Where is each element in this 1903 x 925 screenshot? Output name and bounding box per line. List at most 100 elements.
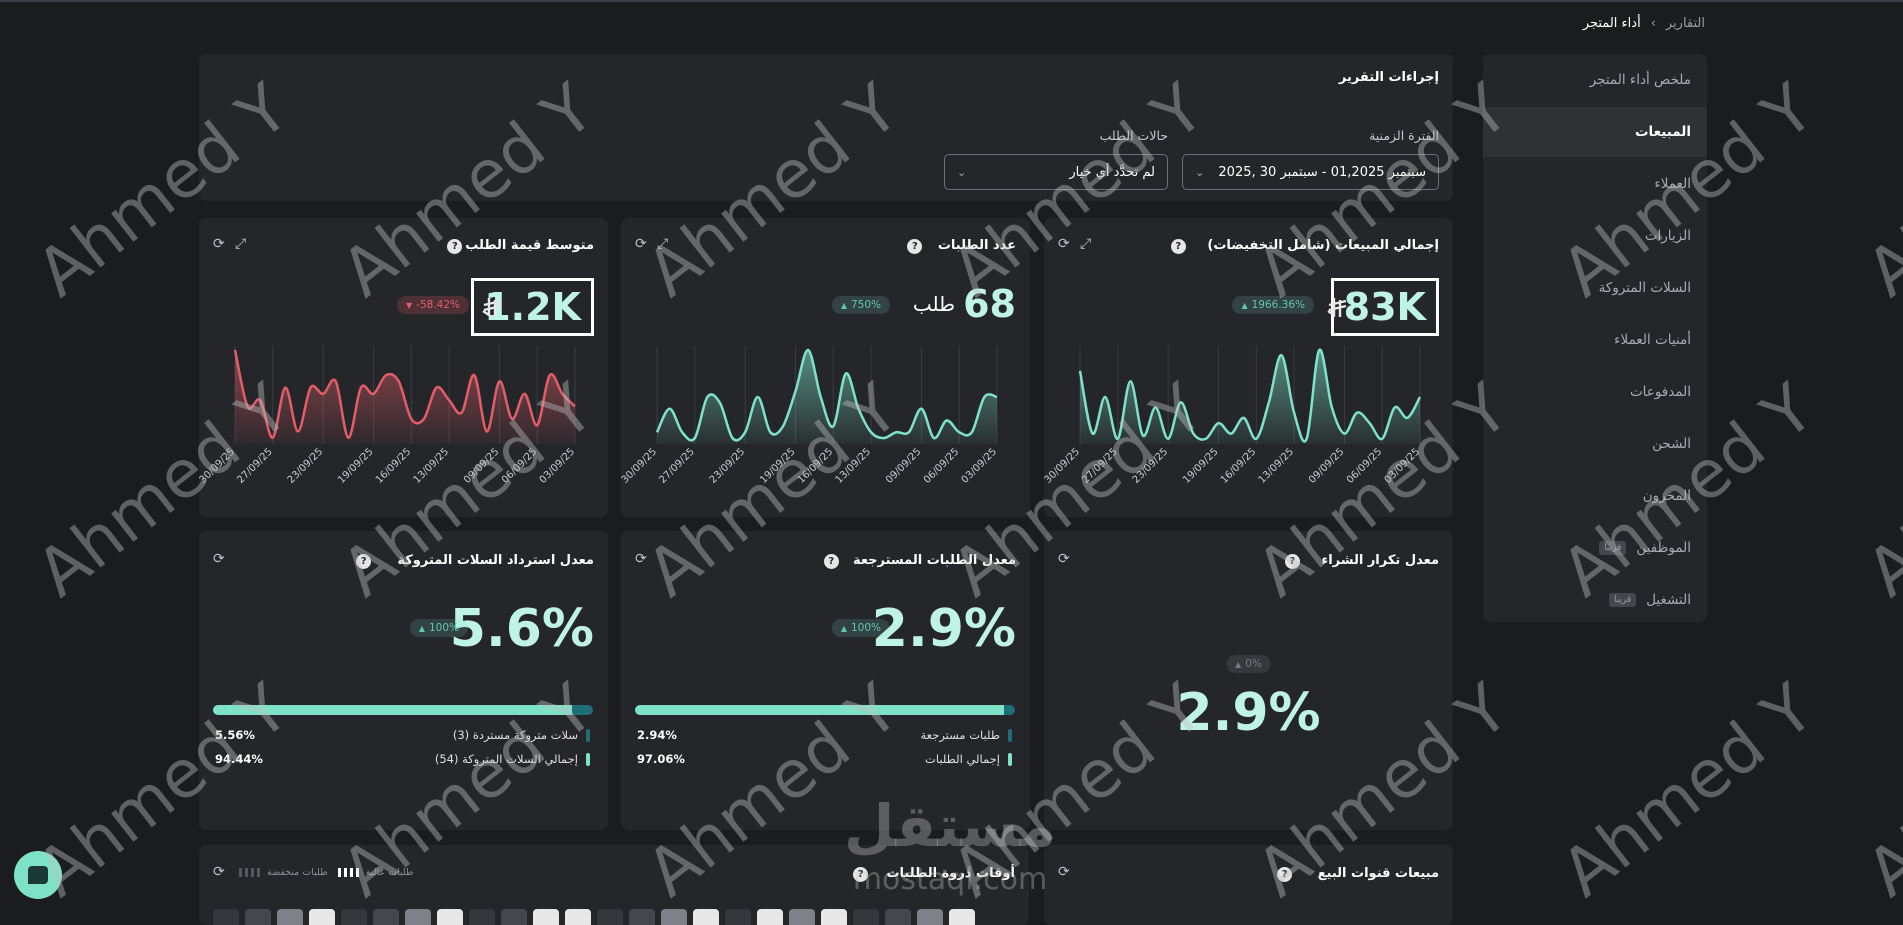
help-icon: ? [853, 867, 869, 882]
card-title: متوسط قيمة الطلب [465, 238, 594, 253]
x-tick-label: 09/09/25 [1307, 446, 1347, 486]
field-label: الفترة الزمنية [1369, 128, 1439, 143]
status-value: لم تحدَّد أي خيار [1069, 164, 1155, 180]
heat-cell [821, 909, 847, 925]
legend-text: طلبات منخفضة [267, 867, 328, 878]
sidebar-item[interactable]: الموظفين قريبا [1483, 523, 1707, 573]
date-range-picker[interactable]: سبتمبر 01,2025 - سبتمبر 30 ,2025 ⌄ [1182, 154, 1439, 190]
sidebar-item[interactable]: السلات المتروكة [1483, 263, 1707, 313]
status-select[interactable]: لم تحدَّد أي خيار ⌄ [944, 154, 1168, 190]
change-badge: ▲ 0% [1226, 655, 1271, 673]
legend-item: طلبات عالية [337, 867, 414, 878]
x-tick-label: 23/09/25 [708, 446, 748, 486]
refresh-icon[interactable]: ⟳ [213, 236, 225, 252]
trend-arrow: ▼ [406, 300, 413, 310]
legend-text: سلات متروكة مستردة (3) [452, 728, 578, 742]
compare-icon[interactable]: ⤢ [235, 236, 247, 252]
value-row: 68 طلب [913, 282, 1016, 326]
legend-value: 5.56% [215, 728, 255, 742]
card-title: عدد الطلبات [937, 238, 1016, 253]
refresh-icon[interactable]: ⟳ [1058, 551, 1070, 567]
rate-value: 5.6% [449, 599, 594, 659]
legend-row: طلبات مسترجعة 2.94% [637, 728, 1012, 742]
x-tick-label: 30/09/25 [199, 446, 237, 486]
x-tick-label: 27/09/25 [657, 446, 697, 486]
change-value: 100% [850, 622, 881, 634]
legend-label: إجمالي الطلبات [925, 752, 1012, 766]
line [1078, 348, 1422, 443]
legend-label: إجمالي السلات المتروكة (54) [435, 752, 590, 766]
sidebar-item[interactable]: الشحن [1483, 419, 1707, 469]
sidebar-item[interactable]: أمنيات العملاء [1483, 315, 1707, 365]
refresh-icon[interactable]: ⟳ [635, 236, 647, 252]
refresh-icon[interactable]: ⟳ [635, 551, 647, 567]
card-title: معدل استرداد السلات المتروكة [397, 553, 594, 568]
report-actions: إجراءات التقرير الفترة الزمنية سبتمبر 01… [199, 54, 1453, 201]
sidebar-label: ملخص أداء المتجر [1589, 72, 1691, 88]
trend-arrow: ▲ [840, 300, 847, 310]
heat-cell [725, 909, 751, 925]
breadcrumb-link[interactable]: التقارير [1665, 16, 1705, 31]
sidebar-item[interactable]: المبيعات [1483, 107, 1707, 157]
breadcrumb-current: أداء المتجر [1582, 16, 1641, 31]
refresh-icon[interactable]: ⟳ [1058, 236, 1070, 252]
compare-icon[interactable]: ⤢ [657, 236, 669, 252]
breadcrumb-separator: › [1650, 16, 1656, 31]
kpi-card: عدد الطلبات? ⟳ ⤢ 68 طلب ▲ 750% 30/09/25 27/09/25… [621, 218, 1030, 517]
x-tick-label: 03/09/25 [1383, 446, 1423, 486]
progress-bar [213, 705, 593, 715]
heat-cell [373, 909, 399, 925]
x-tick-label: 03/09/25 [960, 446, 1000, 486]
legend-item: طلبات منخفضة [239, 867, 328, 878]
line [233, 349, 576, 439]
x-tick-label: 23/09/25 [1131, 446, 1171, 486]
chat-button[interactable] [14, 851, 62, 899]
sidebar-label: السلات المتروكة [1598, 280, 1691, 296]
card-title: أوقات ذروة الطلبات [886, 866, 1015, 881]
sidebar-label: المدفوعات [1629, 384, 1691, 400]
compare-icon[interactable]: ⤢ [1080, 236, 1092, 252]
sidebar-item[interactable]: التشغيل قريبا [1483, 575, 1707, 622]
sidebar-item[interactable]: الزيارات [1483, 211, 1707, 261]
heat-cell [501, 909, 527, 925]
change-value: 0% [1245, 658, 1262, 670]
x-tick-label: 06/09/25 [922, 446, 962, 486]
currency-icon [1327, 298, 1347, 318]
date-range-value: سبتمبر 01,2025 - سبتمبر 30 ,2025 [1218, 164, 1426, 180]
legend-text: طلبات مسترجعة [920, 728, 1000, 742]
progress-segment [571, 705, 593, 715]
x-tick-label: 09/09/25 [462, 446, 502, 486]
x-tick-label: 19/09/25 [1181, 446, 1221, 486]
heat-cell [693, 909, 719, 925]
sidebar-item[interactable]: المدفوعات [1483, 367, 1707, 417]
sidebar-item[interactable]: ملخص أداء المتجر [1483, 55, 1707, 105]
heat-cell [309, 909, 335, 925]
change-badge: ▲ 100% [409, 619, 468, 637]
sidebar-item[interactable]: المخزون [1483, 471, 1707, 521]
heat-cell [405, 909, 431, 925]
sidebar-item[interactable]: العملاء [1483, 159, 1707, 209]
refresh-icon[interactable]: ⟳ [1058, 864, 1070, 880]
refresh-icon[interactable]: ⟳ [213, 551, 225, 567]
kpi-value: 68 [963, 282, 1016, 326]
watermark: Ahmed Y [1852, 669, 1903, 912]
legend: طلبات عالية طلبات منخفضة [239, 867, 414, 878]
watermark: Ahmed Y [1852, 69, 1903, 312]
sidebar-label: العملاء [1654, 176, 1691, 192]
x-tick-label: 23/09/25 [286, 446, 326, 486]
kpi-card: متوسط قيمة الطلب? ⟳ ⤢ 1.2K ▼ -58.42% 30/09/25 2… [199, 218, 608, 517]
change-value: 100% [428, 622, 459, 634]
sidebar-label: المخزون [1642, 488, 1691, 504]
refresh-icon[interactable]: ⟳ [213, 864, 225, 880]
legend-swatch [337, 868, 360, 877]
legend-row: إجمالي الطلبات 97.06% [637, 752, 1012, 766]
heat-cell [245, 909, 271, 925]
card-title: معدل تكرار الشراء [1321, 553, 1439, 568]
help-icon: ? [356, 554, 372, 569]
x-tick-label: 30/09/25 [1044, 446, 1082, 486]
currency-glyph [1327, 298, 1347, 318]
heat-cell [757, 909, 783, 925]
